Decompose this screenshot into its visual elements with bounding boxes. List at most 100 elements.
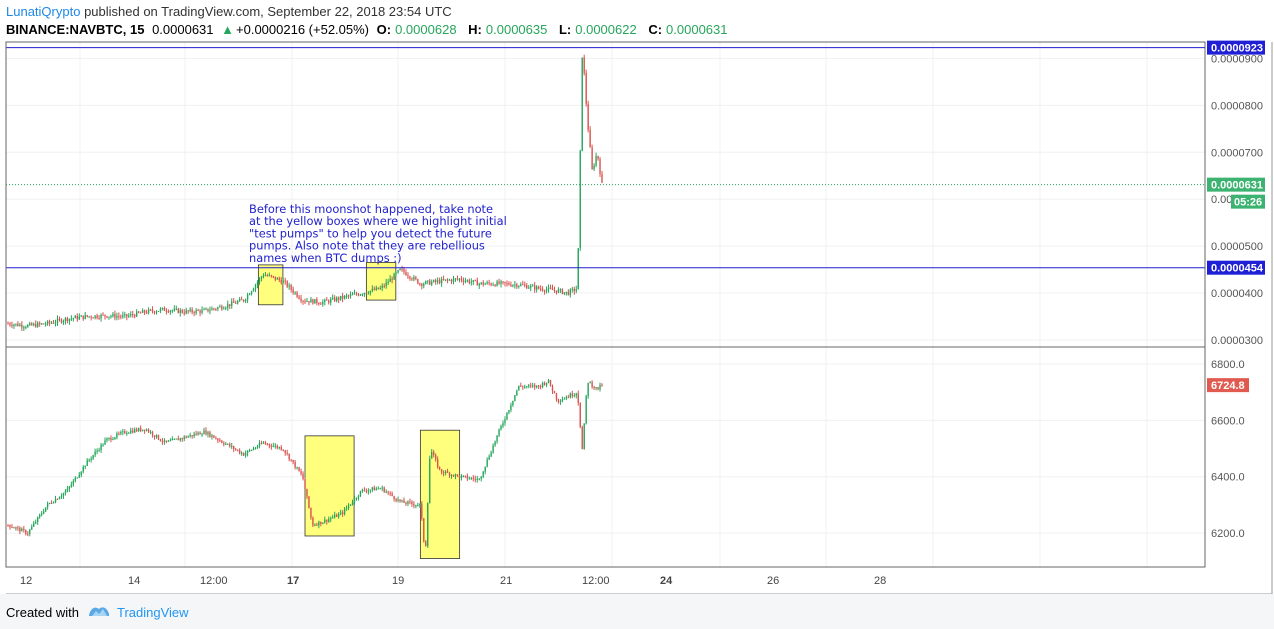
btc-candle	[64, 491, 67, 494]
navbtc-candle	[571, 288, 573, 290]
price-tick-label: 6600.0	[1211, 415, 1245, 427]
navbtc-candle	[29, 323, 31, 326]
btc-candle	[385, 491, 387, 493]
navbtc-candle	[72, 318, 75, 320]
btc-candle	[551, 386, 554, 392]
navbtc-candle	[38, 322, 41, 324]
tradingview-logo-icon[interactable]	[87, 604, 111, 621]
annotation-text[interactable]: Before this moonshot happened, take note…	[249, 202, 507, 265]
navbtc-candle	[82, 315, 84, 319]
time-axis[interactable]: 12 14 12:00 17 19 21 12:00 24 26 28	[20, 575, 886, 587]
navbtc-candle	[225, 307, 227, 309]
navbtc-candle	[177, 308, 179, 313]
symbol-label[interactable]: BINANCE:NAVBTC, 15	[6, 22, 145, 37]
navbtc-candle	[417, 279, 419, 284]
navbtc-candle	[434, 280, 437, 282]
navbtc-candle	[361, 294, 364, 296]
navbtc-candle	[355, 293, 358, 295]
btc-price-tag: 6724.8	[1211, 380, 1245, 392]
btc-candle	[341, 512, 344, 514]
navbtc-candle	[502, 281, 504, 283]
btc-candle	[106, 438, 108, 441]
navbtc-candle	[504, 281, 506, 284]
navbtc-candle	[492, 284, 494, 286]
navbtc-candle	[387, 282, 389, 284]
btc-candle	[183, 436, 185, 439]
btc-candle	[31, 526, 33, 530]
btc-candle	[442, 472, 445, 474]
level-lines[interactable]	[6, 47, 1205, 269]
btc-candle	[433, 451, 435, 455]
btc-candle	[209, 431, 211, 437]
btc-candle	[157, 434, 160, 440]
btc-candle	[569, 393, 572, 398]
btc-candle	[381, 487, 383, 489]
btc-candle	[322, 522, 324, 524]
navbtc-candle	[425, 281, 427, 284]
price-axis[interactable]: 0.00009000.00008000.00007000.00006000.00…	[1207, 40, 1265, 541]
navbtc-candle	[9, 323, 11, 325]
btc-candle	[102, 444, 104, 446]
btc-candle	[50, 502, 53, 504]
highlight-box[interactable]	[365, 262, 397, 301]
navbtc-candle	[363, 293, 366, 295]
btc-candle	[312, 517, 314, 526]
tradingview-link[interactable]: TradingView	[116, 605, 189, 620]
btc-candle	[175, 438, 177, 440]
navbtc-candle	[7, 323, 9, 325]
navbtc-candle	[599, 159, 601, 174]
navbtc-candle	[512, 285, 514, 287]
btc-candle	[539, 386, 542, 388]
btc-candle	[379, 488, 381, 490]
btc-candle	[52, 502, 55, 504]
navbtc-candle	[266, 275, 269, 277]
btc-candle	[335, 514, 338, 517]
navbtc-candle	[70, 318, 73, 320]
navbtc-candle	[157, 311, 160, 313]
btc-candle	[143, 429, 146, 431]
btc-candle	[233, 446, 235, 450]
navbtc-candle	[557, 289, 560, 293]
navbtc-candle	[419, 283, 421, 285]
btc-candle	[38, 514, 41, 518]
navbtc-candle	[294, 292, 296, 294]
navbtc-candle	[246, 294, 249, 300]
navbtc-candle	[585, 72, 587, 104]
navbtc-candle	[244, 299, 247, 302]
navbtc-candle	[213, 308, 215, 310]
navbtc-candle	[444, 279, 447, 281]
navbtc-candle	[545, 289, 548, 292]
btc-candle	[238, 450, 241, 454]
btc-candle	[288, 453, 290, 460]
highlight-boxes[interactable]	[257, 262, 461, 559]
btc-candle	[221, 440, 223, 443]
btc-candle	[284, 450, 286, 453]
btc-candle	[290, 459, 292, 461]
navbtc-candle	[367, 293, 370, 295]
navbtc-candle	[290, 285, 292, 290]
navbtc-candle	[442, 279, 445, 281]
navbtc-candle	[201, 309, 203, 313]
author-link[interactable]: LunatiQrypto	[6, 4, 81, 19]
navbtc-candle	[423, 283, 425, 286]
navbtc-candle	[322, 301, 324, 305]
navbtc-candle	[171, 310, 174, 312]
highlight-box[interactable]	[419, 429, 461, 559]
navbtc-candle	[106, 316, 108, 318]
annotation-line: pumps. Also note that they are rebelliou…	[249, 239, 485, 253]
highlight-box[interactable]	[257, 264, 284, 306]
btc-candle	[522, 386, 524, 388]
chart-canvas[interactable]: Before this moonshot happened, take note…	[0, 0, 1274, 594]
navbtc-candle	[583, 57, 585, 73]
navbtc-candle	[462, 280, 465, 282]
time-tick-label: 17	[287, 575, 299, 587]
navbtc-candle	[318, 303, 320, 305]
btc-candle	[591, 382, 593, 387]
navbtc-candle	[482, 282, 484, 285]
navbtc-candle	[405, 272, 407, 276]
navbtc-candle	[549, 287, 552, 289]
btc-candle	[512, 400, 514, 406]
navbtc-candle	[593, 165, 595, 170]
navbtc-candle	[21, 324, 23, 328]
btc-candle	[9, 524, 11, 528]
